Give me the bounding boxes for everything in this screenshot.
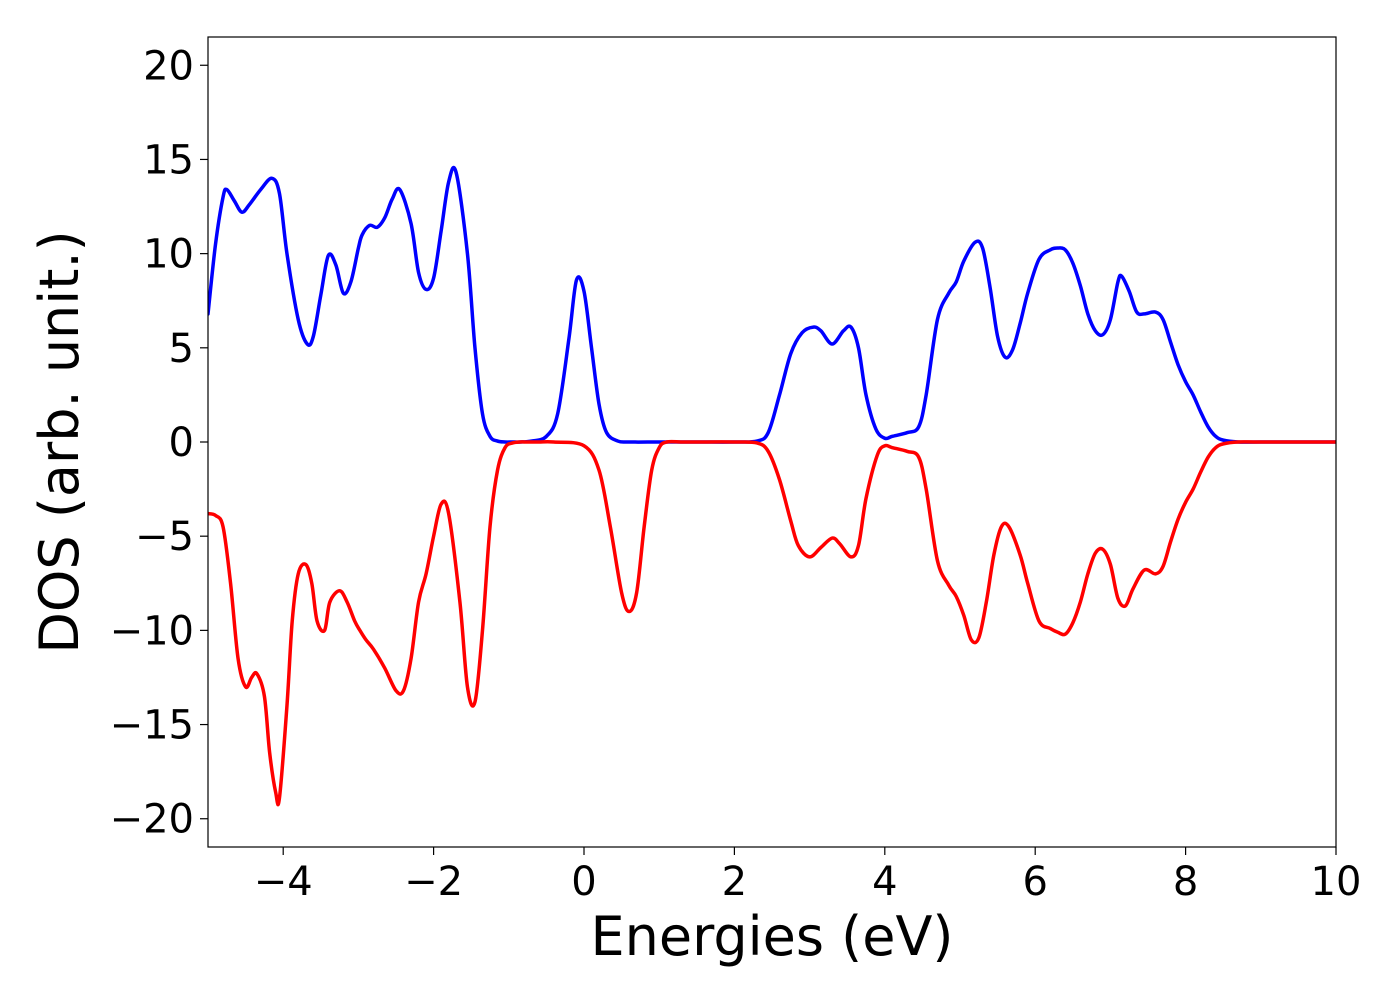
x-tick-label: 6 <box>1022 859 1047 905</box>
x-tick-label: 0 <box>571 859 596 905</box>
x-tick-label: 4 <box>872 859 897 905</box>
x-tick-label: −2 <box>404 859 463 905</box>
y-tick-label: 20 <box>143 43 194 89</box>
y-tick-label: −20 <box>110 797 194 843</box>
y-tick-label: 10 <box>143 232 194 278</box>
x-tick-label: −4 <box>254 859 313 905</box>
series-layer <box>208 165 1336 807</box>
y-tick-label: −15 <box>110 703 194 749</box>
spin-down-dos-line <box>208 439 1336 807</box>
spin-up-dos-line <box>208 165 1336 444</box>
y-axis-ticks: −20 −15 −10 −5 0 5 10 15 20 <box>110 43 208 843</box>
y-tick-label: 5 <box>169 326 194 372</box>
x-tick-label: 2 <box>722 859 747 905</box>
y-tick-label: 0 <box>169 420 194 466</box>
y-tick-label: −5 <box>135 514 194 560</box>
y-tick-label: 15 <box>143 137 194 183</box>
y-tick-label: −10 <box>110 608 194 654</box>
x-tick-label: 8 <box>1173 859 1198 905</box>
y-axis-label: DOS (arb. unit.) <box>28 230 91 653</box>
x-axis-ticks: −4 −2 0 2 4 6 8 10 <box>254 847 1362 905</box>
x-tick-label: 10 <box>1311 859 1362 905</box>
plot-frame <box>207 36 1337 848</box>
x-axis-label: Energies (eV) <box>591 905 954 968</box>
